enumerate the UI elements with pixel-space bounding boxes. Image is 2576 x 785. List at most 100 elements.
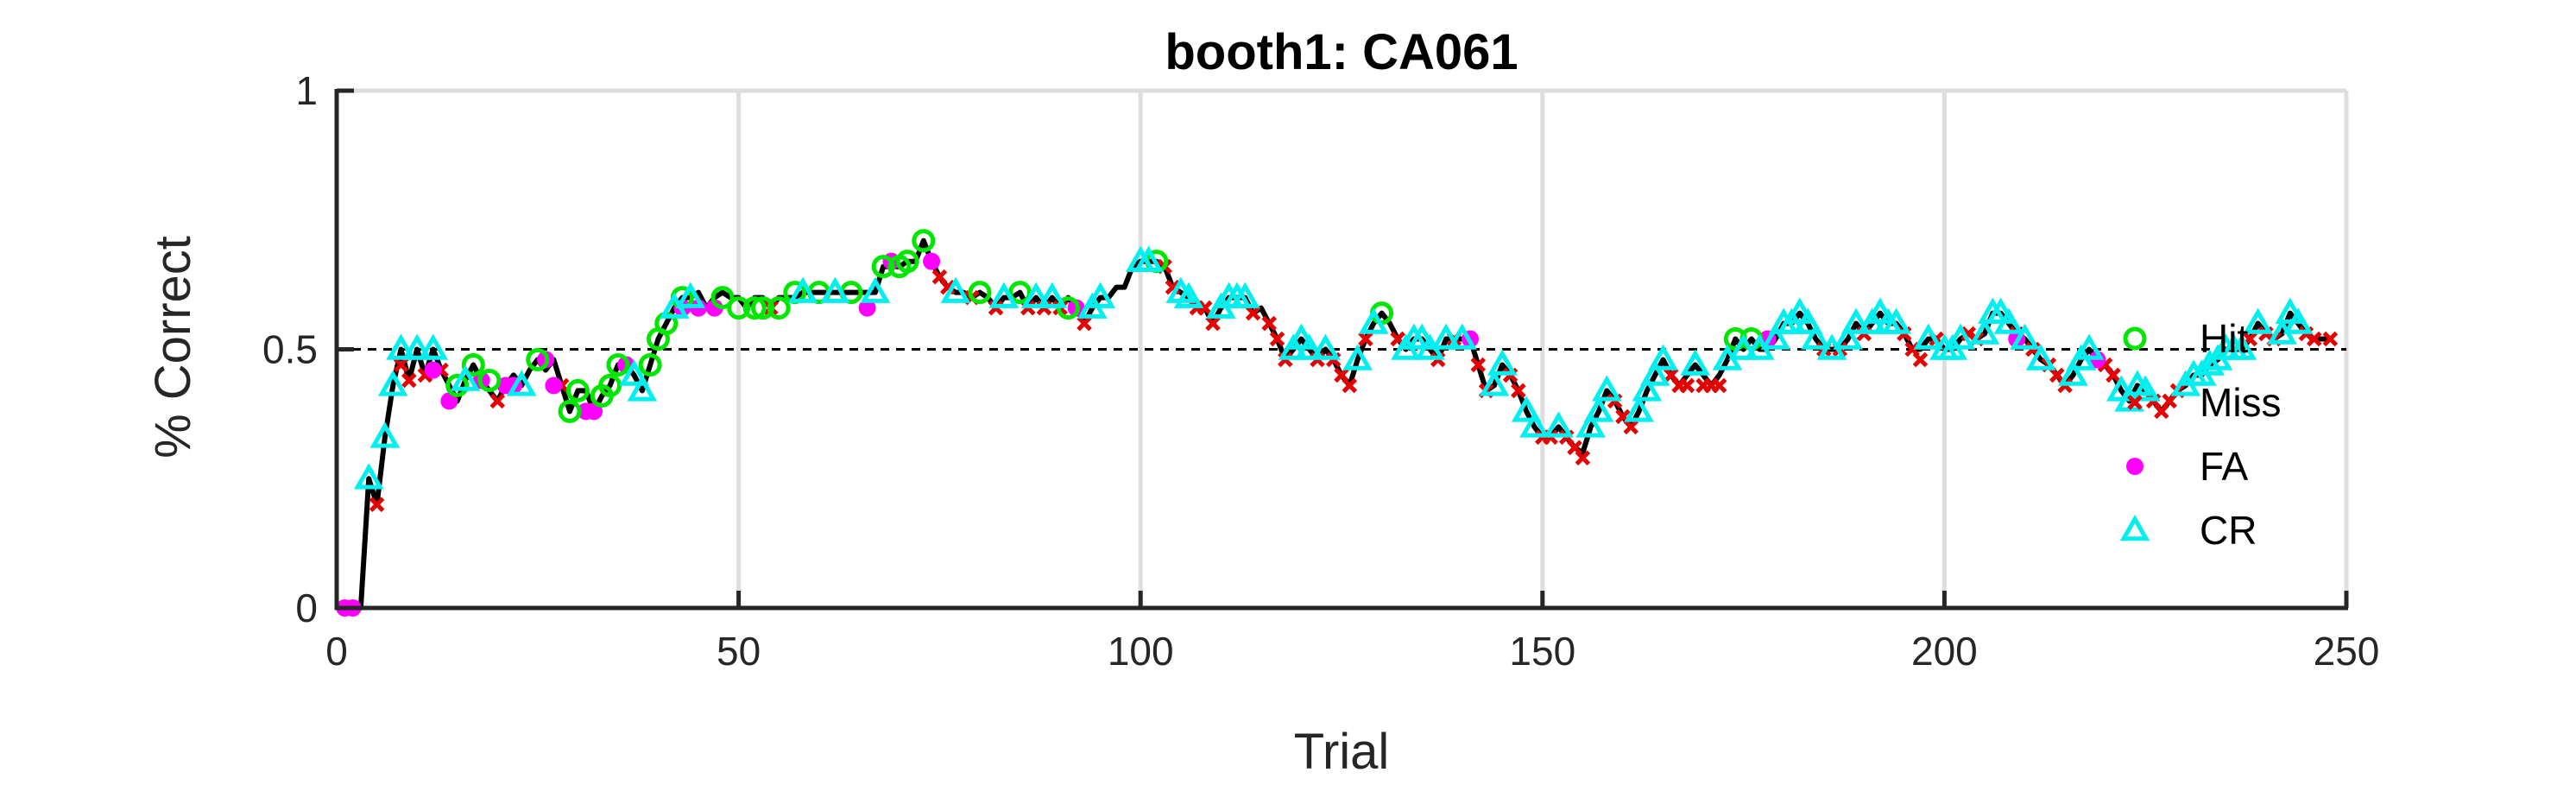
hit-point — [710, 286, 735, 310]
cr-point — [1784, 297, 1815, 324]
fa-point — [545, 377, 563, 395]
cr-point — [1519, 411, 1550, 438]
miss-point — [2322, 331, 2339, 347]
cr-point — [2194, 349, 2226, 376]
hit-point — [968, 281, 992, 305]
cr-point — [2074, 333, 2105, 360]
y-axis-label: % Correct — [145, 236, 201, 459]
x-tick-label: 100 — [1108, 629, 1174, 674]
cr-point — [1294, 333, 1325, 360]
cr-point — [2025, 344, 2056, 370]
cr-point — [353, 463, 384, 490]
miss-point — [1261, 315, 1277, 332]
x-tick-label: 0 — [325, 629, 348, 674]
cr-point — [1792, 307, 1823, 334]
cr-point — [860, 276, 891, 303]
miss-point — [2106, 367, 2121, 383]
cr-point — [1447, 323, 1477, 350]
cr-point — [1575, 411, 1606, 438]
cr-point — [2010, 323, 2040, 350]
x-tick-label: 250 — [2314, 629, 2380, 674]
miss-point — [1511, 383, 1526, 399]
miss-point — [401, 372, 417, 389]
cr-point — [1511, 396, 1542, 422]
cr-point — [1639, 359, 1670, 386]
hit-point — [742, 296, 767, 320]
legend-marker-fa — [2126, 458, 2144, 475]
miss-point — [1205, 315, 1221, 332]
hit-point — [871, 255, 895, 279]
cr-point — [1728, 333, 1758, 360]
fa-point — [424, 361, 442, 379]
legend-marker-cr — [2119, 514, 2150, 541]
cr-point — [820, 276, 850, 303]
cr-point — [1865, 297, 1896, 324]
cr-point — [450, 364, 481, 391]
cr-point — [1913, 323, 1944, 350]
cr-point — [1801, 323, 1831, 350]
miss-point — [369, 497, 385, 512]
cr-point — [1342, 344, 1373, 370]
miss-point — [1076, 315, 1092, 332]
cr-point — [675, 282, 706, 308]
cr-point — [1632, 375, 1663, 402]
cr-point — [1624, 396, 1654, 422]
y-tick-label: 0 — [295, 586, 318, 630]
cr-point — [988, 282, 1020, 308]
hit-point — [477, 368, 502, 392]
hit-point — [526, 347, 550, 371]
cr-point — [1840, 307, 1872, 334]
cr-point — [369, 421, 401, 448]
cr-point — [2282, 307, 2314, 334]
miss-point — [489, 393, 506, 409]
cr-point — [1173, 282, 1204, 308]
miss-point — [1269, 331, 1285, 347]
cr-point — [1406, 323, 1437, 350]
cr-point — [1993, 307, 2024, 334]
miss-point — [1679, 377, 1695, 394]
grid-lines — [337, 88, 2349, 608]
cr-point — [940, 276, 971, 303]
legend-entry-fa: FA — [2126, 444, 2249, 489]
cr-point — [1760, 323, 1791, 350]
miss-point — [1623, 419, 1638, 435]
cr-point — [1430, 323, 1462, 350]
x-tick-label: 200 — [1911, 629, 1978, 674]
cr-point — [1986, 297, 2016, 324]
hit-point — [638, 352, 662, 377]
cr-point — [1544, 411, 1574, 438]
miss-point — [1912, 351, 1929, 368]
cr-point — [1358, 307, 1389, 334]
legend-marker-hit — [2123, 326, 2147, 351]
cr-point — [1833, 323, 1863, 350]
cr-point — [386, 333, 416, 360]
miss-point — [2306, 331, 2322, 347]
cr-point — [1479, 370, 1510, 396]
legend-entry-cr: CR — [2119, 508, 2257, 553]
legend-label-miss: Miss — [2200, 380, 2282, 425]
fa-point — [440, 392, 458, 410]
y-tick-label: 0.5 — [262, 327, 318, 372]
cr-point — [1020, 282, 1051, 308]
fa-point — [858, 299, 876, 317]
hit-point — [558, 399, 582, 423]
legend-entry-hit: Hit — [2123, 316, 2248, 361]
cr-point — [1648, 344, 1678, 370]
cr-point — [2243, 307, 2273, 334]
miss-point — [1358, 331, 1373, 347]
cr-point — [1487, 349, 1518, 376]
cr-point — [787, 276, 818, 303]
legend-marker-miss — [2127, 395, 2143, 410]
x-axis-label: Trial — [1294, 724, 1390, 780]
cr-point — [1945, 323, 1976, 350]
cr-point — [1286, 323, 1316, 350]
legend: Hit Miss FA CR — [2119, 316, 2282, 553]
legend-label-fa: FA — [2200, 444, 2249, 489]
cr-point — [619, 359, 649, 386]
cr-point — [1881, 307, 1911, 334]
hit-point — [606, 352, 630, 377]
miss-point — [393, 357, 409, 373]
cr-point — [377, 370, 408, 396]
legend-label-hit: Hit — [2200, 316, 2248, 361]
